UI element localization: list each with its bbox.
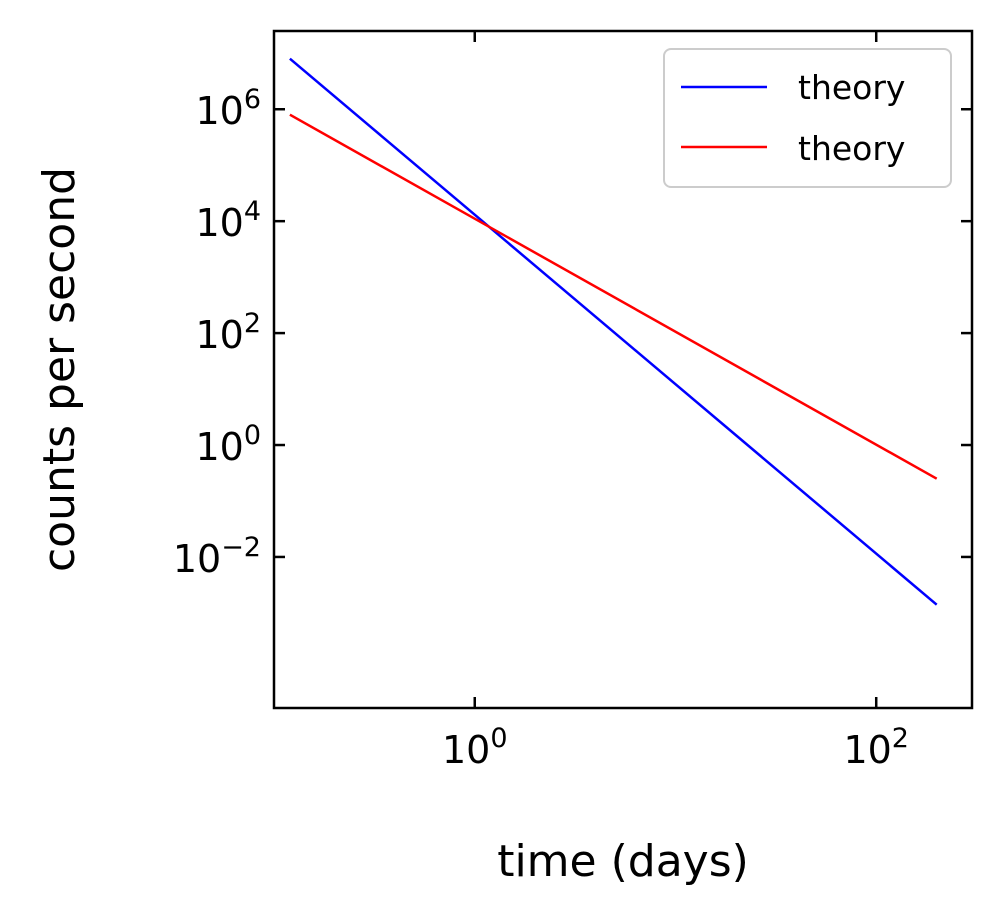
y-tick-label-2: 102 xyxy=(195,308,261,357)
plot-frame xyxy=(272,29,974,710)
x-axis-label: time (days) xyxy=(497,836,749,887)
x-tick-label-0: 100 xyxy=(442,723,508,772)
series-line-1 xyxy=(289,113,938,480)
legend-label-red: theory xyxy=(798,129,905,168)
legend-box xyxy=(663,48,952,188)
legend-label-blue: theory xyxy=(798,68,905,107)
plot-lines xyxy=(289,57,938,606)
y-tick-label-0: 106 xyxy=(195,84,261,133)
legend: theory theory xyxy=(663,48,952,188)
series-line-0 xyxy=(289,57,938,606)
y-axis-label: counts per second xyxy=(34,167,85,572)
y-tick-label-4: 10−2 xyxy=(173,532,261,581)
x-tick-label-1: 102 xyxy=(843,723,909,772)
ticks: 100 102 106 104 102 100 10−2 xyxy=(173,31,972,772)
y-tick-label-3: 100 xyxy=(195,420,261,469)
y-tick-label-1: 104 xyxy=(195,196,261,245)
